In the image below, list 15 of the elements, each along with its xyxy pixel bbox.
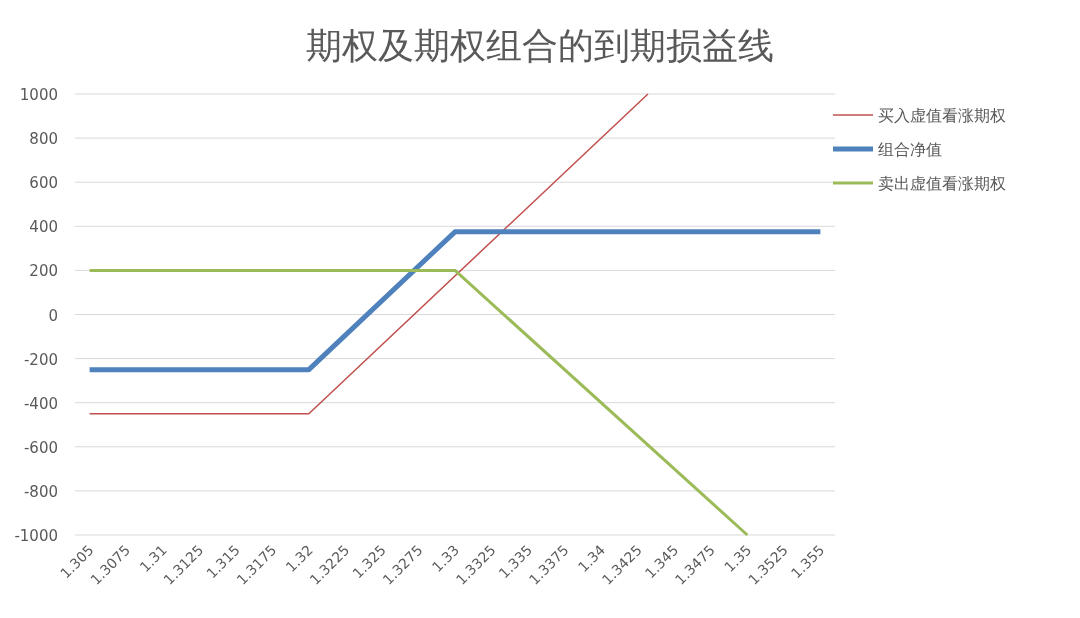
y-tick-label: 1000 [19,86,58,104]
y-tick-label: 800 [29,130,58,149]
y-tick-label: 200 [29,262,58,281]
y-tick-label: -600 [23,438,58,457]
y-tick-label: 600 [29,174,58,193]
y-tick-label: -800 [23,482,58,501]
y-tick-label: -200 [23,350,58,369]
legend-label: 卖出虚值看涨期权 [878,174,1006,193]
y-tick-label: -1000 [14,527,58,545]
y-tick-label: 0 [48,306,58,325]
chart-title: 期权及期权组合的到期损益线 [306,25,774,66]
y-tick-label: 400 [29,218,58,237]
legend-label: 组合净值 [878,140,942,159]
legend-label: 买入虚值看涨期权 [878,106,1006,125]
y-tick-label: -400 [23,394,58,413]
